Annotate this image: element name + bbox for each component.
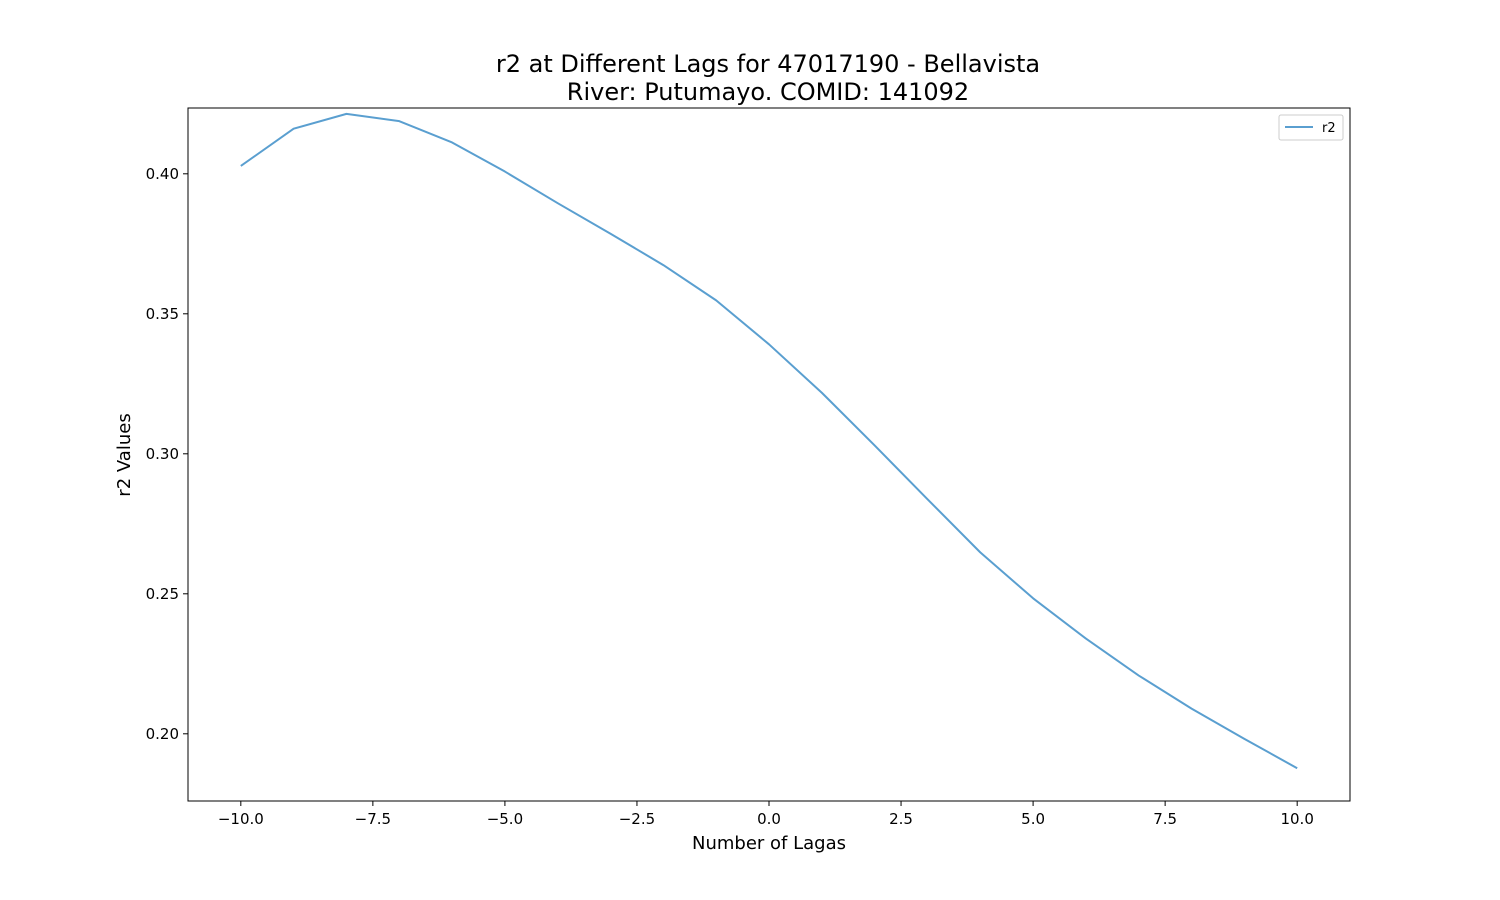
y-tick-label: 0.35 (146, 305, 179, 323)
x-tick-label: 0.0 (757, 810, 781, 828)
y-tick-label: 0.25 (146, 585, 179, 603)
series-line-r2 (240, 112, 1298, 770)
x-tick-label: −2.5 (619, 810, 655, 828)
y-axis-label: r2 Values (114, 413, 135, 496)
x-tick-label: 10.0 (1280, 810, 1313, 828)
y-tick-label: 0.30 (146, 445, 179, 463)
series-layer (240, 112, 1298, 770)
legend-label-r2: r2 (1322, 121, 1336, 136)
y-tick-label: 0.20 (146, 725, 179, 743)
legend: r2 (1278, 114, 1344, 141)
chart-title: r2 at Different Lags for 47017190 - Bell… (496, 50, 1040, 78)
x-tick-label: −7.5 (355, 810, 391, 828)
y-axis: 0.20 0.25 0.30 0.35 0.40 (146, 165, 188, 743)
y-tick-label: 0.40 (146, 165, 179, 183)
x-tick-label: 5.0 (1021, 810, 1045, 828)
x-tick-label: 2.5 (889, 810, 913, 828)
x-tick-label: −5.0 (487, 810, 523, 828)
chart-subtitle: River: Putumayo. COMID: 141092 (567, 78, 969, 106)
x-axis: −10.0 −7.5 −5.0 −2.5 0.0 2.5 5.0 7.5 10.0 (218, 801, 1314, 828)
x-tick-label: −10.0 (218, 810, 264, 828)
x-axis-label: Number of Lagas (692, 833, 846, 854)
plot-area (187, 107, 1351, 802)
x-tick-label: 7.5 (1153, 810, 1177, 828)
